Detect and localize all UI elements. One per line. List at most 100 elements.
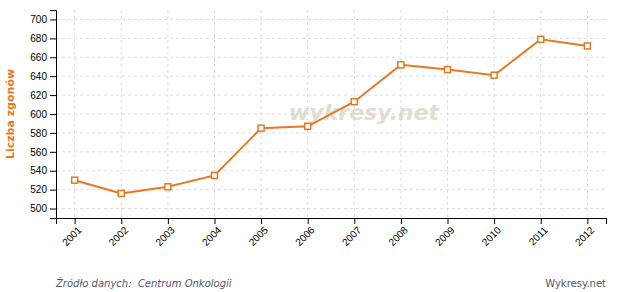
y-tick: 540 xyxy=(30,165,56,176)
marker xyxy=(445,67,451,73)
x-axis: 2001200220032004200520062007200820092010… xyxy=(57,218,607,248)
x-tick-mark xyxy=(541,218,542,224)
y-axis-line xyxy=(50,11,57,219)
x-tick-mark xyxy=(354,218,355,224)
watermark-center: wykresy.net xyxy=(289,100,440,125)
x-tick-label: 2010 xyxy=(480,224,504,248)
x-tick-mark xyxy=(308,218,309,224)
y-axis: 500 520 540 560 580 600 620 640 660 680 700 xyxy=(30,11,56,219)
x-tick-label: 2011 xyxy=(527,224,550,247)
y-tick-mark xyxy=(50,152,56,153)
x-tick: 2009 xyxy=(433,218,457,248)
grid-line-x xyxy=(261,10,262,218)
y-tick-mark xyxy=(50,133,56,134)
x-tick: 2011 xyxy=(527,218,550,247)
y-tick-label: 540 xyxy=(30,165,47,176)
x-tick: 2005 xyxy=(247,218,271,248)
y-tick: 560 xyxy=(30,147,56,158)
grid-line-y xyxy=(56,170,606,171)
y-tick-label: 640 xyxy=(30,71,47,82)
x-axis-line xyxy=(57,219,607,225)
x-tick-label: 2004 xyxy=(200,224,224,248)
y-tick: 660 xyxy=(30,52,56,63)
y-tick-label: 700 xyxy=(30,14,47,25)
y-tick: 580 xyxy=(30,128,56,139)
y-tick-label: 620 xyxy=(30,90,47,101)
x-tick-label: 2006 xyxy=(293,224,317,248)
plot: wykresy.net 2001 2002 2003 2004 2005 2006 2007 2… xyxy=(4,10,607,248)
y-tick-label: 500 xyxy=(30,203,47,214)
marker xyxy=(538,36,544,42)
marker xyxy=(398,62,404,68)
y-tick: 620 xyxy=(30,90,56,101)
marker xyxy=(584,43,590,49)
marker xyxy=(72,177,78,183)
line xyxy=(75,39,588,193)
marker xyxy=(258,125,264,131)
grid xyxy=(56,10,606,218)
grid-line-y xyxy=(56,76,606,77)
x-tick-label: 2002 xyxy=(107,224,131,248)
y-tick-mark xyxy=(50,19,56,20)
grid-line-y xyxy=(56,132,606,133)
x-tick: 2004 xyxy=(200,218,224,248)
series xyxy=(72,36,591,196)
x-tick: 2003 xyxy=(153,218,177,248)
grid-line-x xyxy=(587,10,588,218)
marker xyxy=(165,184,171,190)
x-tick-mark xyxy=(168,218,169,224)
y-tick-label: 680 xyxy=(30,33,47,44)
grid-line-y xyxy=(56,95,606,96)
grid-line-y xyxy=(56,151,606,152)
y-tick-label: 560 xyxy=(30,147,47,158)
y-tick-mark xyxy=(50,190,56,191)
y-tick-mark xyxy=(50,76,56,77)
y-tick: 640 xyxy=(30,71,56,82)
x-tick-mark xyxy=(214,218,215,224)
x-tick-mark xyxy=(121,218,122,224)
marker xyxy=(118,190,124,196)
x-tick-mark xyxy=(494,218,495,224)
x-tick-mark xyxy=(75,218,76,224)
marker xyxy=(211,172,217,178)
grid-line-x xyxy=(447,10,448,218)
y-tick-mark xyxy=(50,57,56,58)
y-tick-label: 660 xyxy=(30,52,47,63)
x-tick-mark xyxy=(448,218,449,224)
y-tick-label: 520 xyxy=(30,184,47,195)
y-tick-label: 600 xyxy=(30,109,47,120)
x-tick-mark xyxy=(587,218,588,224)
y-tick-mark xyxy=(50,209,56,210)
x-tick: 2001 xyxy=(60,218,84,248)
x-tick-label: 2003 xyxy=(153,224,177,248)
x-tick-label: 2012 xyxy=(573,224,597,248)
source-text: Źródło danych: Centrum Onkologii xyxy=(55,277,232,289)
chart: wykresy.net 2001 2002 2003 2004 2005 2006 2007 2… xyxy=(0,0,620,292)
x-tick: 2002 xyxy=(107,218,131,248)
x-tick: 2006 xyxy=(293,218,317,248)
grid-line-x xyxy=(214,10,215,218)
grid-line-y xyxy=(56,38,606,39)
x-tick-label: 2007 xyxy=(340,224,364,248)
grid-line-x xyxy=(121,10,122,218)
x-tick-mark xyxy=(261,218,262,224)
y-tick-mark xyxy=(50,171,56,172)
grid-line-x xyxy=(74,10,75,218)
x-tick: 2012 xyxy=(573,218,597,248)
y-tick-label: 580 xyxy=(30,128,47,139)
y-tick: 500 xyxy=(30,203,56,214)
x-tick-label: 2001 xyxy=(60,224,84,248)
watermark-text: Wykresy.net xyxy=(545,278,606,289)
y-tick-mark xyxy=(50,114,56,115)
y-tick-mark xyxy=(50,38,56,39)
grid-line-y xyxy=(56,57,606,58)
x-tick-label: 2005 xyxy=(247,224,271,248)
y-tick: 700 xyxy=(30,14,56,25)
y-tick: 520 xyxy=(30,184,56,195)
x-tick: 2010 xyxy=(480,218,504,248)
y-tick: 680 xyxy=(30,33,56,44)
grid-line-y xyxy=(56,19,606,20)
x-tick-mark xyxy=(401,218,402,224)
marker xyxy=(491,72,497,78)
marker xyxy=(305,123,311,129)
